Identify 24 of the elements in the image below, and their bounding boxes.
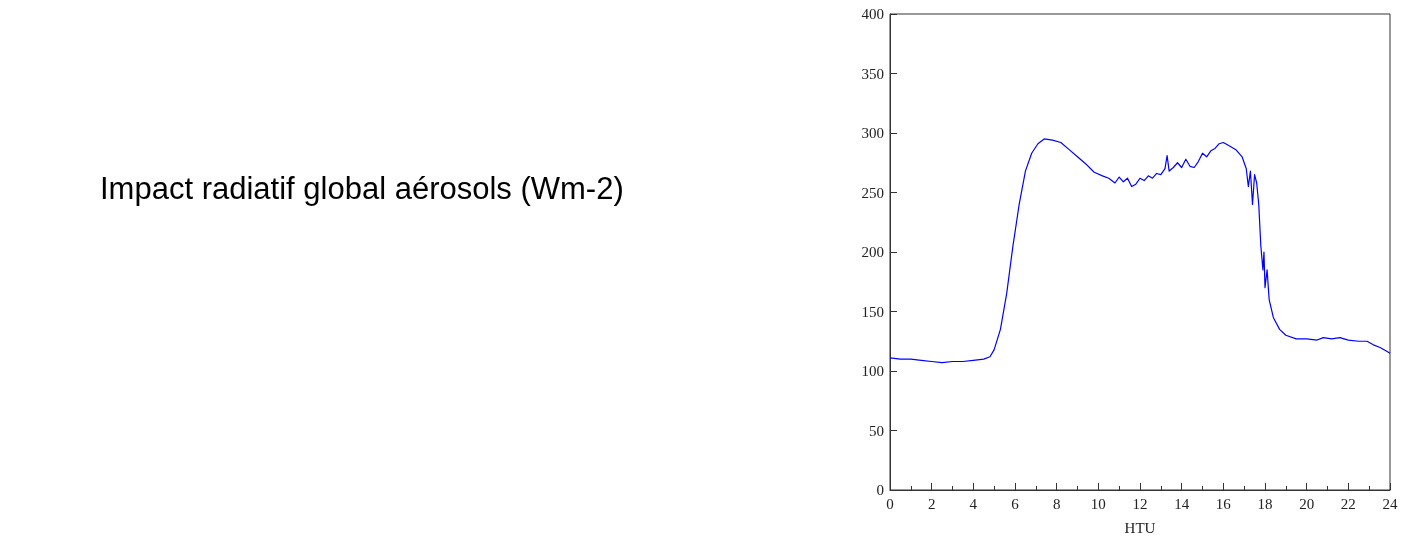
x-tick-label: 24 <box>1382 495 1398 512</box>
y-tick-label: 350 <box>861 65 884 82</box>
x-tick-label: 8 <box>1052 495 1061 512</box>
x-tick-label: 20 <box>1299 495 1315 512</box>
y-tick-label: 250 <box>861 184 884 201</box>
x-tick-label: 18 <box>1257 495 1273 512</box>
y-tick-label: 300 <box>861 125 884 141</box>
y-tick-label: 200 <box>861 244 884 260</box>
x-tick-label: 2 <box>927 495 936 512</box>
y-tick-label: 0 <box>876 482 884 498</box>
y-tick-label: 100 <box>861 363 884 379</box>
y-tick-label: 150 <box>861 303 884 320</box>
x-tick-label: 14 <box>1174 495 1190 512</box>
x-tick-label: 16 <box>1215 495 1232 512</box>
line-series <box>889 138 1391 364</box>
x-tick-label: 4 <box>969 495 978 512</box>
text: Impact radiatif global aérosols (Wm-2) <box>100 171 624 206</box>
x-axis-title: HTU <box>1124 519 1156 536</box>
x-tick-label: 6 <box>1011 495 1020 512</box>
y-tick-label: 400 <box>861 6 884 22</box>
x-tick-label: 22 <box>1340 495 1356 512</box>
y-tick-label: 50 <box>869 422 884 439</box>
x-tick-label: 10 <box>1090 495 1106 512</box>
x-tick-label: 12 <box>1132 495 1148 512</box>
